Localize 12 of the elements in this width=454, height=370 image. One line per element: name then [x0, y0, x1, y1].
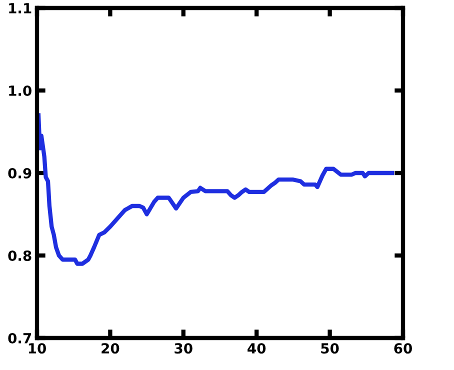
x-tick-label: 30 [174, 343, 192, 354]
x-tick-label: 60 [394, 343, 412, 354]
y-tick-label: 0.9 [8, 168, 32, 178]
x-tick-label: 40 [248, 343, 266, 354]
y-tick-label: 0.8 [8, 250, 32, 261]
y-tick-label: 1.0 [9, 85, 32, 96]
y-tick-label: 0.7 [8, 332, 32, 344]
y-tick-label: 1.1 [9, 3, 32, 14]
x-tick-label: 10 [28, 343, 46, 354]
x-tick-label: 50 [321, 343, 339, 354]
line-series [37, 113, 394, 266]
x-tick-label: 20 [102, 343, 120, 354]
